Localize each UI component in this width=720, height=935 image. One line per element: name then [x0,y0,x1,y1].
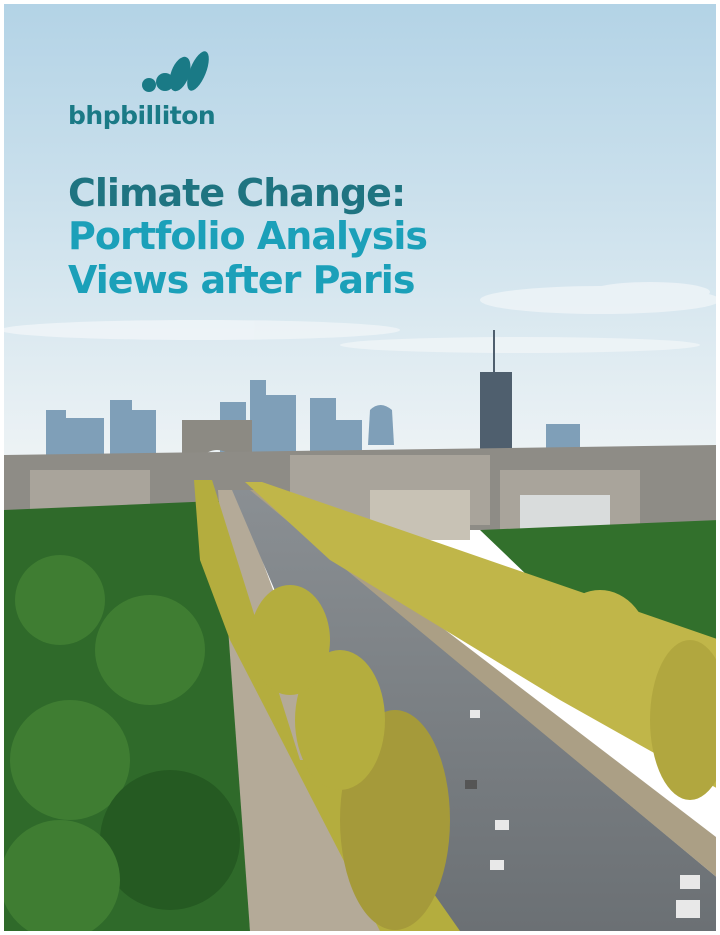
clouds [0,320,400,340]
cars [495,820,509,830]
title-line: Climate Change: [68,171,405,215]
logo-text: bhpbilliton [68,101,215,130]
cars [680,875,700,889]
skyline [266,395,296,455]
cover: bhpbilliton Climate Change: Portfolio An… [0,0,720,935]
skyline [46,410,66,455]
logo-mark [142,78,156,92]
clouds [340,337,700,353]
tower [480,372,512,452]
skyline [336,420,362,455]
skyline [132,410,156,455]
left-foliage [0,820,120,935]
left-foliage [95,595,205,705]
page: bhpbilliton Climate Change: Portfolio An… [0,0,720,935]
tree-row-left [250,585,330,695]
skyline [110,400,132,455]
title-line: Views after Paris [68,258,414,302]
photo [0,4,720,935]
skyline [310,398,336,455]
skyline [250,380,266,455]
skyline [66,418,104,455]
tree-row-right [550,590,650,710]
cars [676,900,700,918]
left-foliage [15,555,105,645]
cars [465,780,477,789]
cars [470,710,480,718]
title-line: Portfolio Analysis [68,214,427,258]
left-foliage [100,770,240,910]
cars [490,860,504,870]
skyline [368,405,394,445]
clouds [590,282,710,302]
